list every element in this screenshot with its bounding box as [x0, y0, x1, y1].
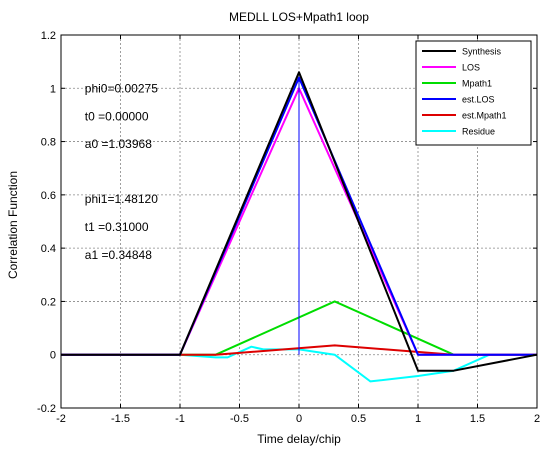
series-layer: [61, 71, 538, 383]
legend: Synthesis LOS Mpath1 est.LOS est.Mpath1 Resid…: [415, 40, 532, 146]
annotation-5: a1 =0.34848: [85, 248, 152, 262]
x-tick-label-1: -1.5: [111, 413, 130, 425]
y-tick-label-6: 1: [50, 83, 56, 95]
x-tick-label-7: 1.5: [470, 413, 485, 425]
x-tick-label-8: 2: [534, 413, 540, 425]
series-line-synthesis: [61, 71, 538, 372]
x-tick-label-0: -2: [56, 413, 66, 425]
legend-label-5: Residue: [462, 127, 495, 137]
y-tick-label-0: -0.2: [37, 403, 56, 415]
x-tick-label-3: -0.5: [230, 413, 249, 425]
legend-label-0: Synthesis: [462, 47, 502, 57]
annotation-3: phi1=1.48120: [85, 192, 158, 206]
y-tick-label-5: 0.8: [41, 137, 56, 149]
legend-label-3: est.LOS: [462, 95, 495, 105]
legend-label-1: LOS: [462, 63, 480, 73]
annotation-2: a0 =1.03968: [85, 137, 152, 151]
y-tick-label-3: 0.4: [41, 243, 56, 255]
x-tick-label-5: 0.5: [351, 413, 366, 425]
annotation-0: phi0=0.00275: [85, 81, 158, 95]
x-axis-label: Time delay/chip: [257, 432, 341, 446]
x-tick-label-4: 0: [296, 413, 302, 425]
y-tick-label-2: 0.2: [41, 296, 56, 308]
legend-label-4: est.Mpath1: [462, 111, 507, 121]
parameter-annotations: phi0=0.00275 t0 =0.00000 a0 =1.03968 phi1=1…: [85, 81, 158, 262]
y-tick-label-1: 0: [50, 350, 56, 362]
legend-box: [415, 40, 532, 146]
annotation-1: t0 =0.00000: [85, 109, 149, 123]
annotation-4: t1 =0.31000: [85, 220, 149, 234]
legend-label-2: Mpath1: [462, 79, 492, 89]
y-tick-label-7: 1.2: [41, 30, 56, 42]
x-tick-label-6: 1: [415, 413, 421, 425]
y-axis-label: Correlation Function: [6, 171, 20, 279]
x-tick-label-2: -1: [175, 413, 185, 425]
axis-ticks: -2 -1.5 -1 -0.5 0 0.5 1 1.5 2 -0.2 0 0.2 0.4 0.6 0.8 1 1…: [37, 30, 540, 425]
chart-title: MEDLL LOS+Mpath1 loop: [229, 10, 369, 24]
y-tick-label-4: 0.6: [41, 190, 56, 202]
